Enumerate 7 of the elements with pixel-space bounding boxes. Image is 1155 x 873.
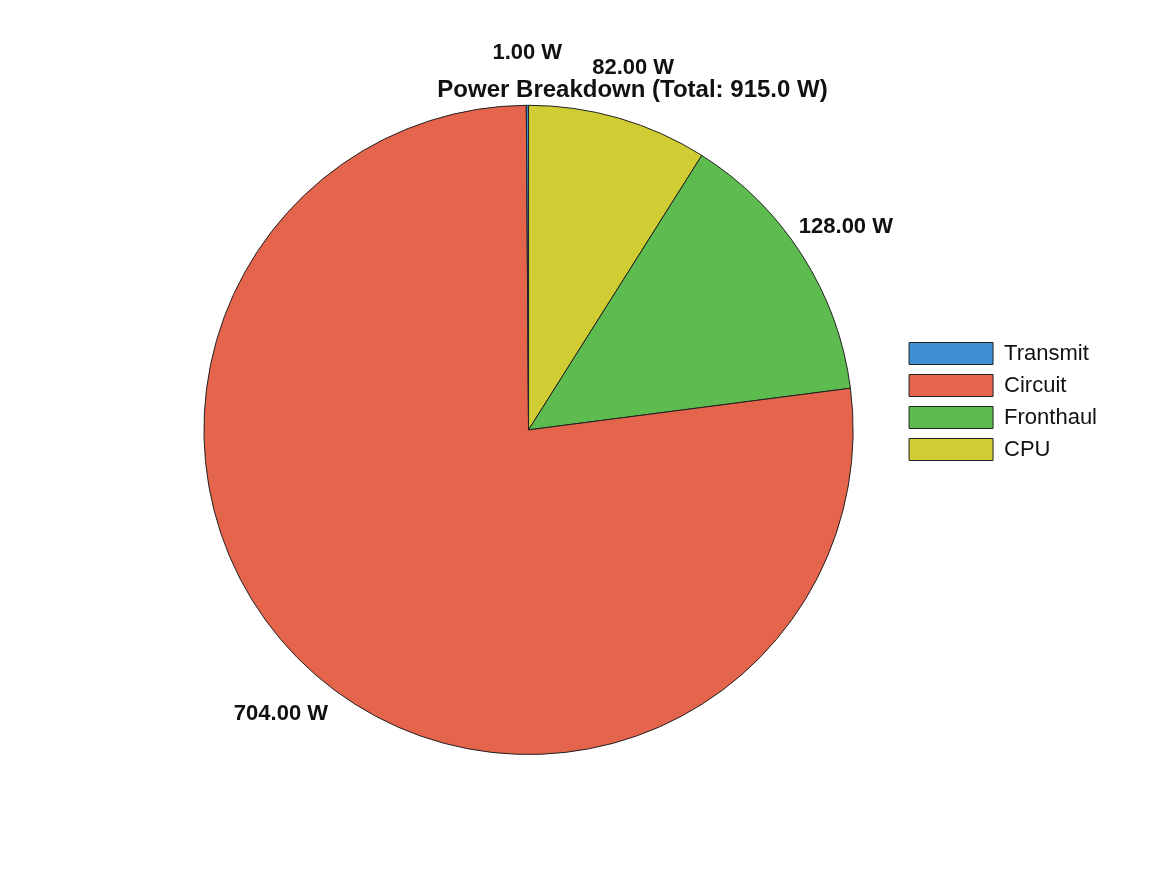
legend-label: Transmit (1004, 339, 1089, 365)
legend-label: Circuit (1004, 371, 1067, 397)
data-label: 1.00 W (492, 39, 563, 65)
legend-label: Fronthaul (1004, 403, 1098, 429)
legend-label: CPU (1004, 435, 1051, 461)
data-label: 128.00 W (798, 213, 894, 239)
data-label: 704.00 W (233, 699, 329, 725)
